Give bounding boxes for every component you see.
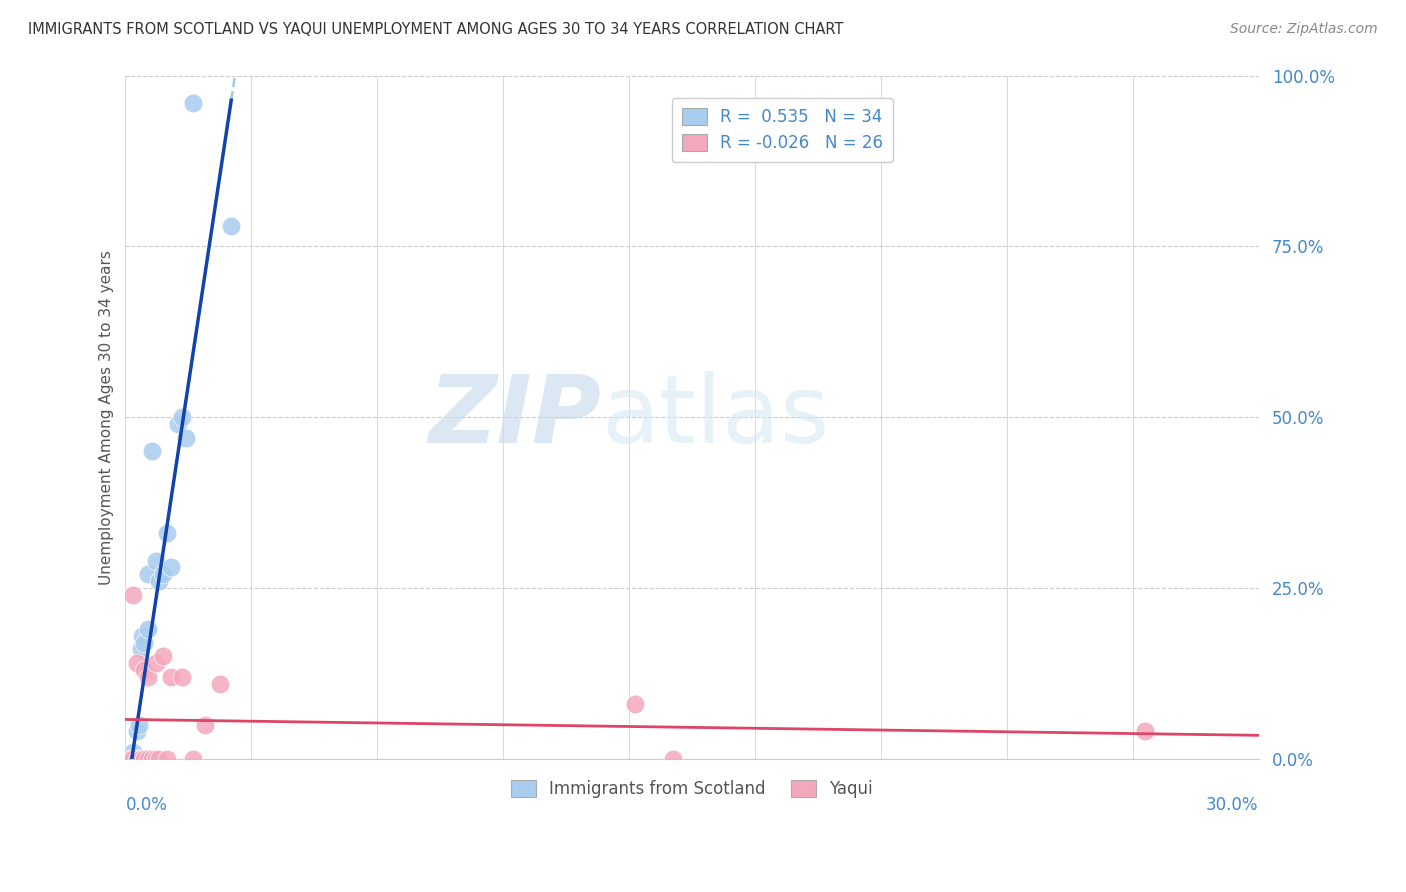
Point — [117, 752, 139, 766]
Point — [125, 656, 148, 670]
Point — [136, 670, 159, 684]
Point — [174, 431, 197, 445]
Point — [125, 752, 148, 766]
Point — [156, 526, 179, 541]
Point — [183, 95, 205, 110]
Point — [136, 622, 159, 636]
Point — [118, 752, 141, 766]
Point — [131, 629, 153, 643]
Point — [129, 752, 152, 766]
Point — [136, 752, 159, 766]
Point — [120, 752, 142, 766]
Point — [122, 745, 145, 759]
Point — [118, 752, 141, 766]
Text: atlas: atlas — [602, 371, 830, 463]
Point — [148, 752, 170, 766]
Point — [167, 417, 190, 431]
Point — [159, 670, 181, 684]
Point — [1135, 724, 1157, 739]
Point — [219, 219, 242, 233]
Point — [194, 717, 217, 731]
Legend: Immigrants from Scotland, Yaqui: Immigrants from Scotland, Yaqui — [505, 773, 880, 805]
Point — [122, 752, 145, 766]
Point — [120, 752, 142, 766]
Point — [145, 752, 167, 766]
Point — [148, 574, 170, 588]
Point — [183, 752, 205, 766]
Text: Source: ZipAtlas.com: Source: ZipAtlas.com — [1230, 22, 1378, 37]
Point — [134, 752, 156, 766]
Point — [152, 649, 174, 664]
Text: IMMIGRANTS FROM SCOTLAND VS YAQUI UNEMPLOYMENT AMONG AGES 30 TO 34 YEARS CORRELA: IMMIGRANTS FROM SCOTLAND VS YAQUI UNEMPL… — [28, 22, 844, 37]
Point — [208, 676, 231, 690]
Text: 0.0%: 0.0% — [125, 797, 167, 814]
Point — [159, 560, 181, 574]
Point — [125, 752, 148, 766]
Point — [121, 752, 143, 766]
Point — [122, 752, 145, 766]
Point — [134, 635, 156, 649]
Point — [156, 752, 179, 766]
Point — [136, 567, 159, 582]
Text: ZIP: ZIP — [429, 371, 602, 463]
Y-axis label: Unemployment Among Ages 30 to 34 years: Unemployment Among Ages 30 to 34 years — [100, 250, 114, 584]
Point — [145, 656, 167, 670]
Point — [128, 717, 150, 731]
Point — [122, 752, 145, 766]
Point — [134, 752, 156, 766]
Point — [125, 752, 148, 766]
Point — [134, 752, 156, 766]
Point — [124, 752, 146, 766]
Point — [134, 663, 156, 677]
Point — [141, 752, 163, 766]
Point — [145, 554, 167, 568]
Point — [172, 670, 194, 684]
Point — [129, 752, 152, 766]
Point — [129, 642, 152, 657]
Point — [662, 752, 685, 766]
Point — [127, 752, 149, 766]
Text: 30.0%: 30.0% — [1206, 797, 1258, 814]
Point — [172, 410, 194, 425]
Point — [141, 752, 163, 766]
Point — [118, 752, 141, 766]
Point — [125, 724, 148, 739]
Point — [141, 444, 163, 458]
Point — [152, 567, 174, 582]
Point — [129, 752, 152, 766]
Point — [624, 697, 647, 711]
Point — [122, 588, 145, 602]
